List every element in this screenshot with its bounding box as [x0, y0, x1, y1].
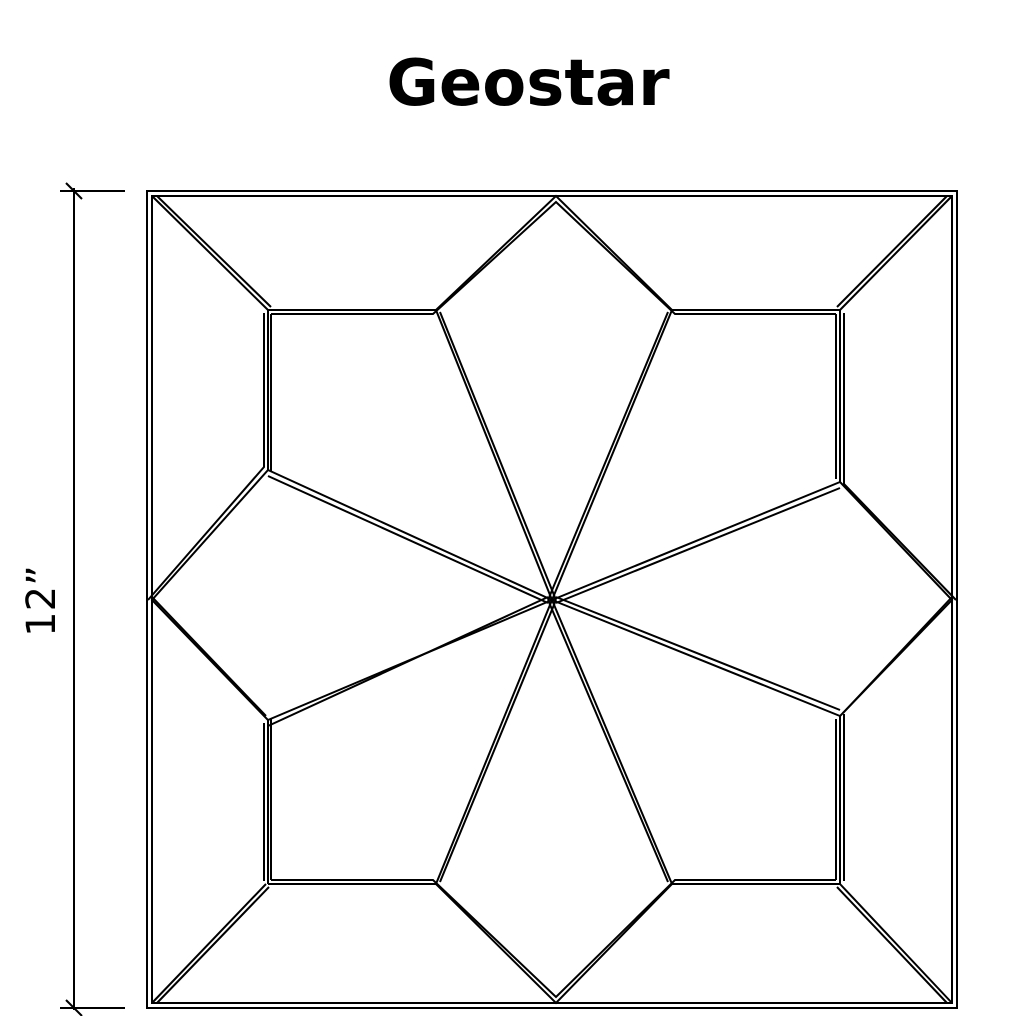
- diagram-title: Geostar: [386, 47, 670, 121]
- dimension-line: [60, 182, 125, 1016]
- dimension-label: 12”: [19, 565, 65, 637]
- star-pattern: [147, 194, 957, 1005]
- pattern-lines-outer: [150, 194, 954, 1005]
- pattern-lines-inner: [147, 195, 957, 1004]
